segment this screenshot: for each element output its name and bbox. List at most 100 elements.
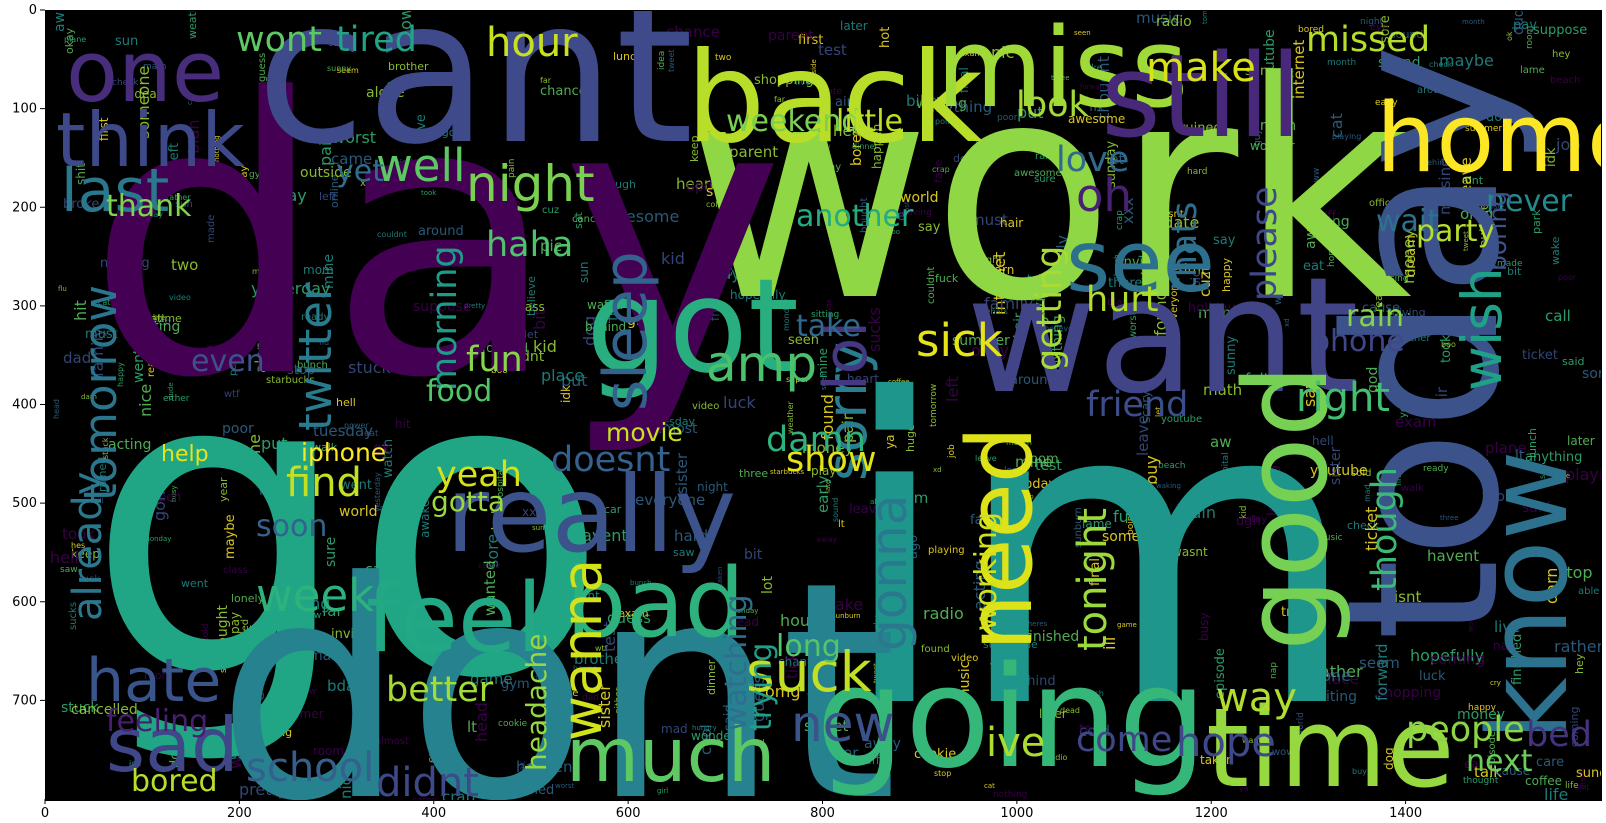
filler-word: made bbox=[206, 215, 217, 243]
filler-word: mine bbox=[816, 348, 830, 378]
filler-word: sold bbox=[1351, 468, 1371, 479]
word-much: much bbox=[566, 711, 775, 799]
filler-word: leave bbox=[975, 454, 997, 463]
filler-word: rather bbox=[1554, 637, 1601, 656]
filler-word: sound bbox=[1378, 55, 1421, 71]
filler-word: beach bbox=[1158, 461, 1185, 471]
filler-word: stop bbox=[934, 769, 951, 778]
filler-word: bday bbox=[327, 677, 364, 695]
filler-word: starbucks bbox=[770, 468, 804, 476]
filler-word: wonder bbox=[1250, 139, 1295, 153]
filler-word: face bbox=[970, 513, 998, 528]
filler-word: holiday bbox=[1188, 301, 1236, 316]
filler-word: hopefully bbox=[1327, 225, 1337, 267]
word-wanna: wanna bbox=[550, 559, 614, 741]
filler-word: lunch bbox=[1082, 689, 1104, 698]
x-tick-label: 1000 bbox=[1000, 806, 1033, 821]
filler-word: poor bbox=[997, 113, 1018, 123]
filler-word: pic bbox=[540, 237, 562, 255]
filler-word: super bbox=[786, 375, 809, 384]
word-show: show bbox=[786, 440, 876, 480]
filler-word: broke bbox=[63, 197, 99, 212]
wordcloud-canvas: hopefully waking sometime behind bunch acting… bbox=[50, 11, 1601, 800]
filler-word: must bbox=[85, 327, 118, 342]
filler-word: suppose bbox=[1533, 23, 1587, 38]
word-iphone: iphone bbox=[301, 438, 386, 467]
filler-word: internet bbox=[1290, 40, 1308, 99]
filler-word: call bbox=[186, 93, 194, 105]
filler-word: seem bbox=[1359, 654, 1400, 672]
filler-word: stuck bbox=[348, 358, 392, 377]
filler-word: forward bbox=[482, 341, 528, 355]
filler-word: huge bbox=[904, 424, 917, 452]
filler-word: check bbox=[112, 78, 139, 88]
filler-word: check bbox=[1429, 60, 1453, 69]
filler-word: couldnt bbox=[492, 349, 545, 365]
filler-word: break bbox=[518, 761, 527, 784]
filler-word: saw bbox=[673, 546, 694, 559]
filler-word: chance bbox=[666, 23, 720, 41]
filler-word: coming bbox=[242, 741, 268, 749]
filler-word: pay bbox=[1513, 18, 1537, 33]
filler-word: outside bbox=[810, 59, 818, 85]
filler-word: took bbox=[62, 525, 95, 543]
filler-word: super bbox=[159, 447, 190, 460]
filler-word: either bbox=[614, 687, 624, 714]
filler-word: eat bbox=[1303, 259, 1324, 274]
filler-word: bought bbox=[859, 198, 870, 233]
filler-word: bunch bbox=[297, 360, 328, 371]
filler-word: dinner bbox=[852, 142, 878, 151]
filler-word: play bbox=[473, 632, 488, 640]
filler-word: parent bbox=[768, 28, 814, 44]
filler-word: god bbox=[1365, 367, 1381, 393]
filler-word: gone bbox=[557, 699, 573, 734]
filler-word: tomorrow bbox=[1201, 11, 1209, 24]
filler-word: darn bbox=[1542, 568, 1561, 604]
filler-word: missing bbox=[392, 158, 423, 167]
filler-word: awesome bbox=[1014, 168, 1062, 179]
filler-word: place bbox=[541, 366, 584, 385]
filler-word: say bbox=[1213, 233, 1236, 248]
filler-word: music bbox=[1136, 11, 1180, 27]
filler-word: job bbox=[1022, 493, 1034, 501]
word-home: home bbox=[1376, 84, 1601, 194]
filler-word: okay bbox=[63, 27, 76, 54]
filler-word: everyone bbox=[1169, 278, 1180, 325]
filler-word: thought bbox=[1463, 776, 1499, 786]
filler-word: guy bbox=[1253, 129, 1263, 146]
filler-word: dog bbox=[580, 316, 599, 346]
filler-word: ya bbox=[1239, 784, 1249, 793]
word-want: want bbox=[966, 242, 1359, 429]
word-amp: amp bbox=[706, 335, 817, 393]
filler-word: outside bbox=[300, 165, 352, 181]
word-well: well bbox=[376, 139, 466, 192]
filler-word: nice bbox=[337, 768, 355, 799]
filler-word: behind bbox=[1422, 158, 1449, 167]
filler-word: waiting bbox=[1306, 689, 1357, 705]
filler-word: blah bbox=[184, 119, 203, 154]
filler-word: wow bbox=[1467, 616, 1475, 632]
filler-word: havent bbox=[558, 589, 600, 603]
filler-word: starbucks bbox=[233, 720, 287, 733]
filler-word: ago bbox=[435, 126, 456, 139]
filler-word: power bbox=[812, 744, 859, 762]
filler-word: sometime bbox=[983, 638, 1038, 651]
x-tick-label: 600 bbox=[616, 806, 641, 821]
filler-word: brother bbox=[388, 60, 429, 73]
filler-word: buy bbox=[483, 658, 494, 677]
filler-word: sure bbox=[1034, 174, 1056, 185]
filler-word: ok bbox=[373, 439, 391, 457]
filler-word: sure bbox=[250, 692, 268, 724]
filler-word: later bbox=[1039, 707, 1067, 721]
filler-word: head bbox=[729, 615, 759, 629]
filler-word: found bbox=[818, 394, 837, 440]
filler-word: around bbox=[1010, 373, 1056, 388]
filler-word: dream bbox=[1404, 235, 1419, 277]
filler-word: poor bbox=[1558, 273, 1577, 282]
filler-word: girl bbox=[1074, 231, 1084, 245]
filler-word: away bbox=[816, 535, 837, 544]
filler-word: crap bbox=[932, 165, 950, 174]
filler-word: around bbox=[1417, 85, 1452, 96]
filler-word: late bbox=[1491, 203, 1504, 211]
word-last: last bbox=[61, 156, 169, 226]
